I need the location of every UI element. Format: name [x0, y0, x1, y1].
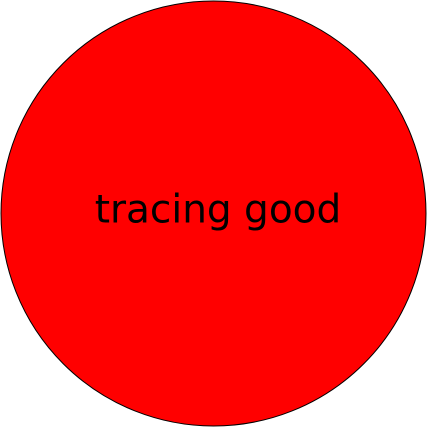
circle-label: tracing good — [95, 188, 342, 233]
